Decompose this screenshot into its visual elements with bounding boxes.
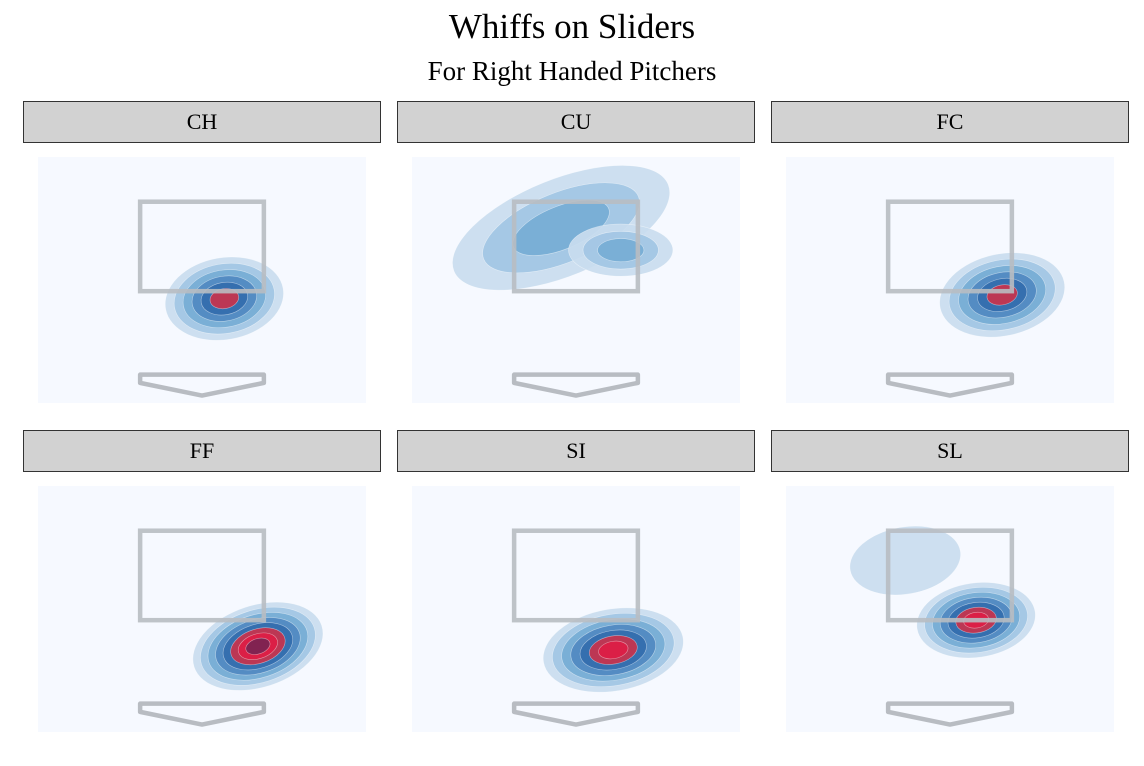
contour-level-7 <box>598 640 629 660</box>
density-region <box>568 223 674 277</box>
density-region <box>542 607 684 693</box>
strike-zone <box>137 528 267 623</box>
density-region <box>849 525 961 596</box>
home-plate <box>137 372 267 398</box>
facet-panel-fc <box>786 157 1114 403</box>
facet-strip-sl: SL <box>771 430 1129 472</box>
home-plate <box>885 701 1015 727</box>
density-region <box>939 252 1066 338</box>
strike-zone <box>885 528 1015 623</box>
facet-strip-ff: FF <box>23 430 381 472</box>
home-plate <box>885 372 1015 398</box>
chart-title: Whiffs on Sliders <box>448 7 696 46</box>
contour-level-3 <box>597 238 645 263</box>
strike-zone <box>137 199 267 294</box>
facet-strip-cu: CU <box>397 101 755 143</box>
panel-background <box>38 486 366 732</box>
strike-zone <box>511 199 641 294</box>
home-plate <box>511 372 641 398</box>
density-region <box>192 601 324 691</box>
contour-level-1 <box>849 525 961 596</box>
strike-zone <box>511 528 641 623</box>
facet-panel-cu <box>412 157 740 403</box>
facet-strip-ch: CH <box>23 101 381 143</box>
facet-strip-fc: FC <box>771 101 1129 143</box>
facet-panel-si <box>412 486 740 732</box>
facet-strip-si: SI <box>397 430 755 472</box>
strike-zone <box>885 199 1015 294</box>
chart-subtitle: For Right Handed Pitchers <box>427 56 717 86</box>
facet-panel-ch <box>38 157 366 403</box>
contour-level-6 <box>209 288 240 310</box>
facet-panel-ff <box>38 486 366 732</box>
density-region <box>452 165 671 291</box>
home-plate <box>137 701 267 727</box>
contour-level-8 <box>245 637 271 655</box>
home-plate <box>511 701 641 727</box>
panel-background <box>412 486 740 732</box>
facet-panel-sl <box>786 486 1114 732</box>
